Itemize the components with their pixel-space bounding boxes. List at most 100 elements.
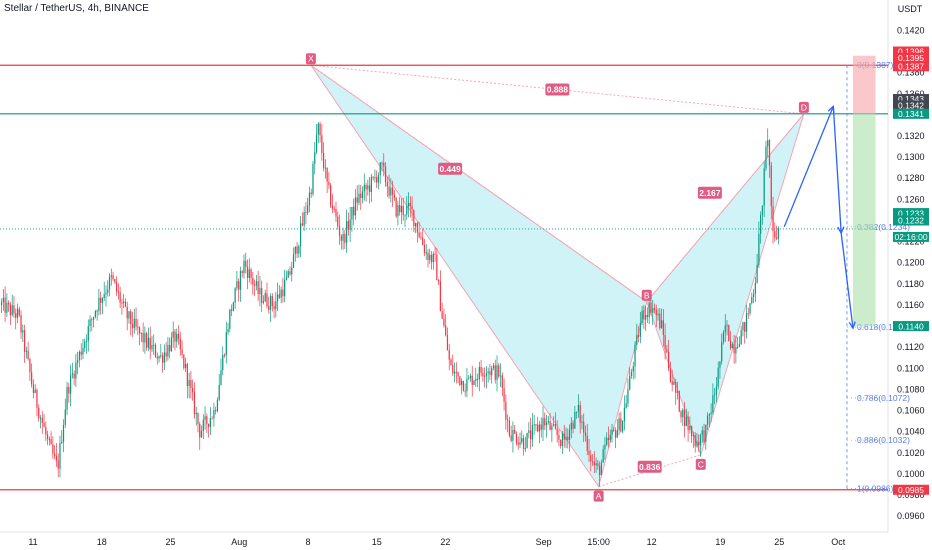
candle <box>275 291 277 318</box>
candle <box>211 416 213 420</box>
candle <box>696 432 698 448</box>
candle-body <box>770 165 772 207</box>
countdown-label: 02:16:00 <box>894 232 927 242</box>
candle-body <box>558 435 560 440</box>
candle-body <box>215 410 217 412</box>
candle <box>687 411 689 442</box>
candle <box>414 222 417 234</box>
candle <box>535 423 537 431</box>
candle-body <box>462 380 465 391</box>
candle-body <box>57 460 59 469</box>
candle <box>236 271 238 291</box>
candle-body <box>59 443 61 469</box>
candle-body <box>514 429 516 434</box>
candle <box>471 365 473 397</box>
candle <box>551 422 553 443</box>
projection-arrow-down-1 <box>837 226 845 235</box>
candle <box>480 359 482 377</box>
candle <box>397 201 399 226</box>
x-tick-label-10: 19 <box>715 537 725 547</box>
candle <box>9 301 12 326</box>
candle-body <box>689 426 691 430</box>
candle <box>540 417 542 438</box>
candle <box>368 176 371 204</box>
candle <box>692 431 695 448</box>
candle-body <box>229 309 231 329</box>
candle-body <box>492 365 495 369</box>
candle <box>406 196 408 220</box>
candle <box>694 431 696 453</box>
candle <box>706 412 709 431</box>
candle <box>92 316 95 328</box>
candle-body <box>322 153 325 168</box>
candle <box>422 228 424 246</box>
candle-body <box>613 429 615 431</box>
candle-body <box>683 409 686 427</box>
candle <box>625 394 627 409</box>
candle-body <box>110 275 112 277</box>
candle-body <box>712 395 714 413</box>
candle <box>712 383 714 415</box>
candle <box>708 413 710 428</box>
candle-body <box>538 424 541 432</box>
candle <box>391 180 394 207</box>
candle-body <box>124 301 127 307</box>
candle-body <box>353 206 355 216</box>
candle-body <box>420 236 422 238</box>
candle-body <box>666 349 668 353</box>
candle-body <box>701 430 703 435</box>
candle <box>565 427 567 449</box>
candle-body <box>390 187 392 196</box>
candle <box>20 310 22 339</box>
candle <box>460 378 463 395</box>
candle-body <box>445 325 447 336</box>
candle-body <box>708 414 710 416</box>
candle-body <box>429 254 431 261</box>
candle <box>222 346 224 376</box>
candle-body <box>25 350 27 352</box>
candle-body <box>105 292 107 295</box>
x-tick-label-2: 25 <box>165 537 175 547</box>
candle-body <box>232 302 234 311</box>
candle <box>685 408 687 427</box>
candle-body <box>370 176 372 193</box>
y-tick-label-9: 0.1260 <box>897 194 925 204</box>
candle-body <box>34 389 36 393</box>
candle <box>632 361 634 380</box>
candle <box>305 202 307 225</box>
candle <box>41 410 43 434</box>
candle-body <box>4 297 6 313</box>
candle-body <box>20 315 22 333</box>
candle <box>683 401 686 438</box>
candle-body <box>630 371 633 376</box>
candle <box>586 424 588 456</box>
candle-body <box>94 311 96 317</box>
candle-body <box>142 332 144 343</box>
candle-body <box>406 206 408 215</box>
candle-body <box>80 351 82 355</box>
candle <box>128 310 130 324</box>
candle <box>572 420 574 434</box>
candle-body <box>510 435 512 441</box>
candle <box>147 327 150 352</box>
candle-body <box>96 310 98 312</box>
candle <box>676 381 679 400</box>
candle-body <box>599 466 601 476</box>
candle <box>192 379 194 401</box>
candle <box>618 412 620 436</box>
fib-level-label-1: 0.382(0.1234) <box>857 222 910 232</box>
candle <box>353 198 355 226</box>
candle-body <box>202 419 204 432</box>
candle <box>627 378 629 408</box>
candle <box>161 352 164 373</box>
candle-body <box>485 373 488 377</box>
candle-body <box>39 417 42 419</box>
candle-body <box>760 215 762 234</box>
candle <box>735 335 737 364</box>
fib-level-label-4: 0.886(0.1032) <box>857 435 910 445</box>
candle-body <box>253 284 256 286</box>
candle-body <box>32 384 35 393</box>
candle-body <box>609 434 611 441</box>
candle-body <box>248 269 250 278</box>
